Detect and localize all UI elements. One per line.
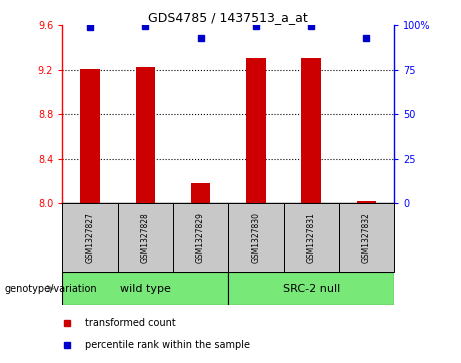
Bar [301,58,321,203]
Bar [62,272,228,305]
Text: wild type: wild type [120,284,171,294]
Bar [284,203,339,272]
Text: GSM1327827: GSM1327827 [85,212,95,263]
Text: GSM1327832: GSM1327832 [362,212,371,263]
Bar [228,203,284,272]
Text: GSM1327831: GSM1327831 [307,212,316,263]
Title: GDS4785 / 1437513_a_at: GDS4785 / 1437513_a_at [148,11,308,24]
Bar [228,272,394,305]
Text: genotype/variation: genotype/variation [5,284,97,294]
Text: GSM1327830: GSM1327830 [251,212,260,263]
Bar [173,203,228,272]
Text: transformed count: transformed count [84,318,175,328]
Bar [357,201,376,203]
Bar [191,183,210,203]
Text: SRC-2 null: SRC-2 null [283,284,340,294]
Bar [80,69,100,203]
Text: percentile rank within the sample: percentile rank within the sample [84,340,249,350]
Bar [339,203,394,272]
Bar [62,203,118,272]
Bar [246,58,266,203]
Text: GSM1327828: GSM1327828 [141,212,150,263]
Text: GSM1327829: GSM1327829 [196,212,205,263]
Bar [118,203,173,272]
Bar [136,67,155,203]
